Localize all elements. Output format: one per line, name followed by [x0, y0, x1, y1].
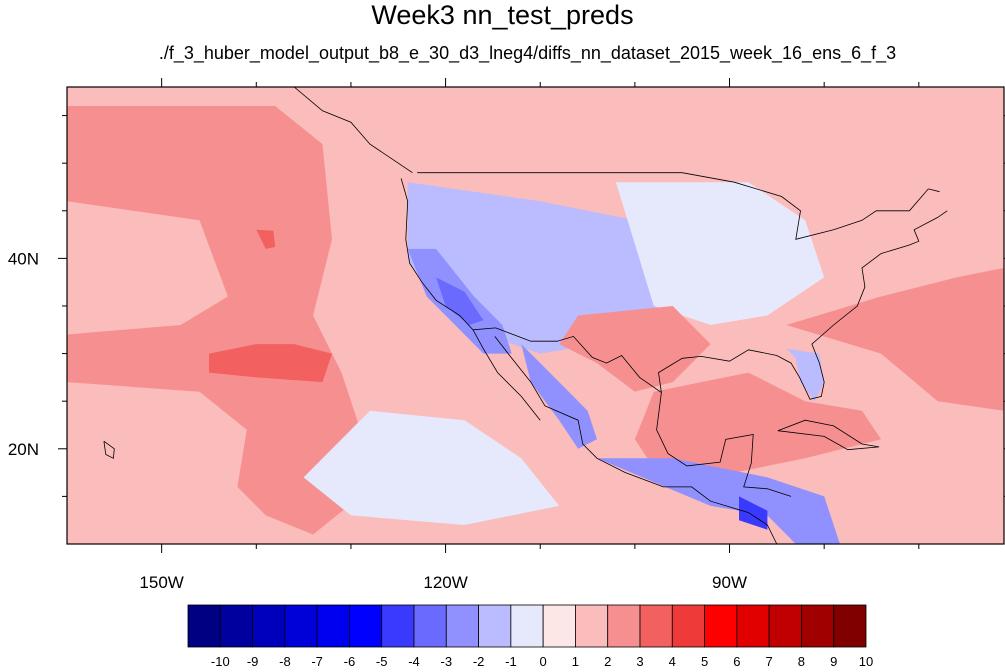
colorbar-label: 1 [572, 654, 579, 669]
chart-subtitle: ./f_3_huber_model_output_b8_e_30_d3_lneg… [158, 43, 897, 63]
field-region-gulf-of-mexico [634, 372, 881, 478]
colorbar-label: -10 [211, 654, 230, 669]
colorbar-label: 2 [604, 654, 611, 669]
coastline-hawaii [103, 440, 115, 459]
colorbar-label: -5 [376, 654, 388, 669]
field-region-central-valley [436, 277, 484, 325]
colorbar: -10 -9 -8 -7 -6 -5 -4 -3 -2 -1 0 1 2 3 4 5 6 7 8 9 10 [187, 604, 873, 669]
colorbar-swatch [510, 604, 544, 648]
field-region-great-plains [615, 182, 825, 325]
colorbar-swatch [478, 604, 512, 648]
colorbar-swatch [542, 604, 576, 648]
colorbar-swatch [833, 604, 867, 648]
field-region-west-atlantic [786, 267, 1004, 411]
coastline-mexico-border [472, 327, 662, 393]
colorbar-swatch [768, 604, 802, 648]
y-tick-label: 40N [8, 249, 39, 268]
colorbar-label: -2 [473, 654, 485, 669]
field-region-plume-core-30n [209, 344, 332, 383]
field-region-central-america-core [739, 496, 768, 530]
colorbar-swatch [445, 604, 479, 648]
coastline-gulf-coast [658, 210, 948, 400]
colorbar-swatch [187, 604, 221, 648]
colorbar-swatch [671, 604, 705, 648]
colorbar-label: 8 [798, 654, 805, 669]
coastlines [103, 87, 948, 544]
field-region-mexico-west-coast [521, 344, 597, 449]
colorbar-label: 9 [830, 654, 837, 669]
colorbar-label: -4 [408, 654, 420, 669]
colorbar-swatch [284, 604, 318, 648]
field-region-east-pacific-plume [67, 106, 361, 535]
field-region-plume-core-42n [256, 229, 276, 249]
field-region-central-america [597, 458, 840, 544]
axis-ticks: 150W 120W 90W 40N 20N [8, 78, 1005, 592]
colorbar-label: 5 [701, 654, 708, 669]
colorbar-swatch [349, 604, 383, 648]
y-tick-label: 20N [8, 440, 39, 459]
colorbar-swatch [413, 604, 447, 648]
colorbar-label: 7 [765, 654, 772, 669]
coastline-gulf-of-california [494, 336, 546, 407]
coastline-mexico-gulf [656, 392, 792, 497]
coastline-canada-border [417, 172, 940, 240]
colorbar-label: 10 [859, 654, 873, 669]
map-field [67, 87, 1004, 544]
colorbar-label: -6 [344, 654, 356, 669]
coastline-mexico-pacific [544, 405, 778, 544]
colorbar-swatch [607, 604, 641, 648]
colorbar-label: 4 [669, 654, 676, 669]
field-region-subtropical-pacific [303, 410, 560, 525]
x-tick-label: 90W [712, 573, 747, 592]
colorbar-label: -9 [247, 654, 259, 669]
colorbar-label: 0 [539, 654, 546, 669]
colorbar-swatch [639, 604, 673, 648]
colorbar-swatch [316, 604, 350, 648]
colorbar-swatch [575, 604, 609, 648]
colorbar-label: -8 [279, 654, 291, 669]
field-region-southern-plains-texas [559, 306, 711, 392]
map-frame [66, 86, 1005, 545]
colorbar-swatch [736, 604, 770, 648]
colorbar-swatch [801, 604, 835, 648]
field-region-florida [786, 348, 825, 402]
colorbar-label: -7 [311, 654, 323, 669]
x-tick-label: 120W [423, 573, 467, 592]
colorbar-label: -3 [441, 654, 453, 669]
x-tick-label: 150W [139, 573, 183, 592]
colorbar-swatch [381, 604, 415, 648]
colorbar-swatch [219, 604, 253, 648]
coastline-alaska-bc [246, 87, 413, 174]
chart-title: Week3 nn_test_preds [371, 0, 634, 30]
coastline-west-coast [400, 178, 541, 421]
coastline-cuba [777, 419, 880, 451]
colorbar-swatch [704, 604, 738, 648]
colorbar-label: -1 [505, 654, 517, 669]
colorbar-label: 6 [733, 654, 740, 669]
colorbar-swatch [252, 604, 286, 648]
colorbar-label: 3 [636, 654, 643, 669]
